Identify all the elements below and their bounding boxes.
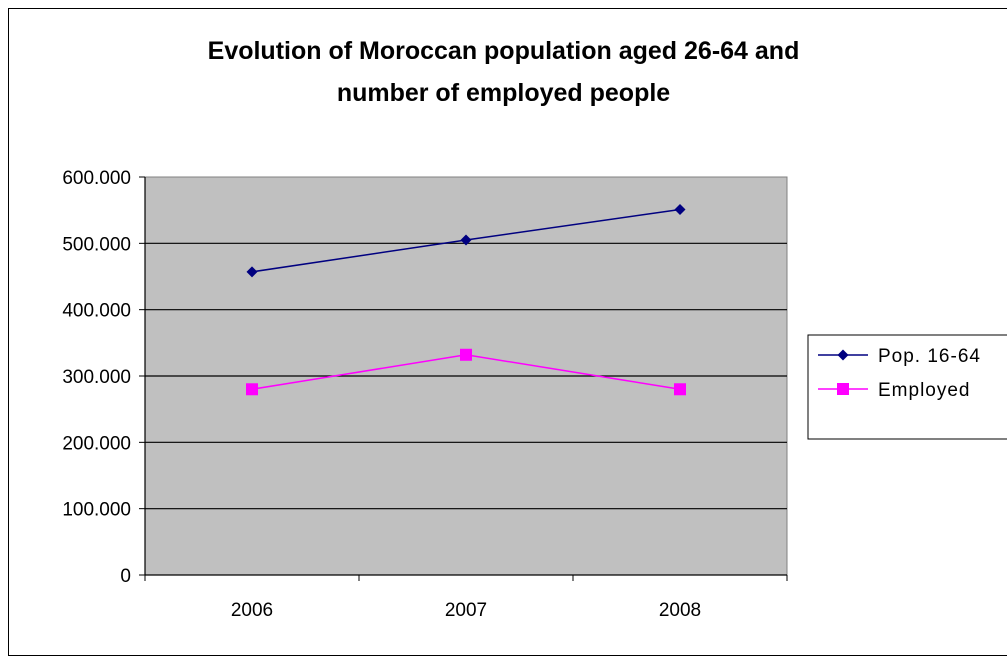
series-group xyxy=(246,204,686,396)
x-tick-label: 2008 xyxy=(659,600,701,621)
legend-item: Employed xyxy=(818,380,971,401)
legend: Pop. 16-64 Employed xyxy=(807,334,1007,440)
y-tick-label: 300.000 xyxy=(62,367,131,388)
data-point-marker xyxy=(674,204,686,216)
x-tick-label: 2006 xyxy=(231,600,273,621)
legend-label: Pop. 16-64 xyxy=(878,346,981,367)
legend-marker xyxy=(837,383,849,395)
series-2 xyxy=(246,348,686,396)
y-tick-label: 100.000 xyxy=(62,500,131,521)
data-point-marker xyxy=(460,348,472,361)
x-axis-ticks: 2006 2007 2008 xyxy=(144,575,788,621)
y-tick-label: 600.000 xyxy=(62,168,131,189)
legend-item: Pop. 16-64 xyxy=(818,346,981,367)
y-axis-ticks: 0 100.000 200.000 300.000 400.000 500.000 600.… xyxy=(62,168,145,587)
data-point-marker xyxy=(246,266,258,278)
y-tick-label: 200.000 xyxy=(62,433,131,454)
series-1 xyxy=(246,204,686,278)
data-point-marker xyxy=(246,383,258,396)
y-tick-label: 500.000 xyxy=(62,234,131,255)
y-tick-label: 0 xyxy=(120,566,131,587)
legend-marker xyxy=(837,349,849,361)
x-tick-label: 2007 xyxy=(445,600,487,621)
data-point-marker xyxy=(674,383,686,396)
data-point-marker xyxy=(460,234,472,246)
chart-title-line-1: Evolution of Moroccan population aged 26… xyxy=(207,37,800,65)
chart-title-line-2: number of employed people xyxy=(336,79,671,107)
legend-label: Employed xyxy=(878,380,971,401)
chart-title: Evolution of Moroccan population aged 26… xyxy=(0,30,1007,114)
y-tick-label: 400.000 xyxy=(62,301,131,322)
